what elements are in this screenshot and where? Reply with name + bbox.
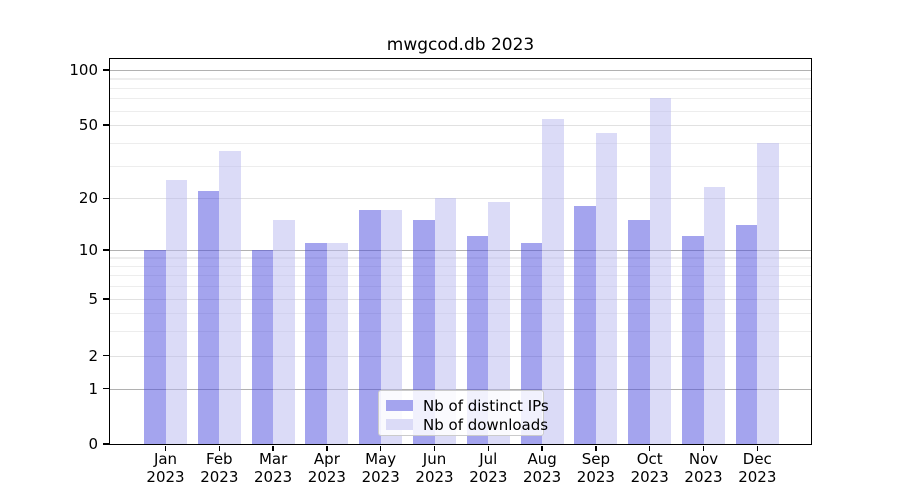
bar-distinct-ips-mar <box>251 250 274 444</box>
legend-entry-downloads: Nb of downloads <box>386 415 548 434</box>
gridline-minor-6 <box>110 286 811 288</box>
x-tick-mark-jan <box>164 446 167 451</box>
y-tick-label-1: 1 <box>88 379 98 398</box>
y-tick-mark-5 <box>103 298 109 300</box>
plot-area <box>110 59 811 444</box>
y-tick-label-5: 5 <box>88 290 98 308</box>
x-tick-mark-feb <box>218 446 220 451</box>
gridline-minor-3 <box>110 330 811 332</box>
legend-swatch-downloads <box>386 419 413 430</box>
x-tick-mark-jun <box>433 446 436 451</box>
legend-label-distinct-ips: Nb of distinct IPs <box>423 396 549 415</box>
y-tick-mark-100 <box>103 69 109 71</box>
y-tick-label-0: 0 <box>88 435 98 453</box>
legend: Nb of distinct IPs Nb of downloads <box>378 390 549 436</box>
x-tick-mark-nov <box>702 446 705 451</box>
gridline-minor-7 <box>110 275 811 277</box>
chart-title: mwgcod.db 2023 <box>386 35 535 55</box>
bar-downloads-oct <box>649 98 672 444</box>
bar-distinct-ips-may <box>359 210 381 444</box>
x-tick-mark-oct <box>649 446 651 451</box>
gridline-minor-80 <box>110 87 811 89</box>
gridline-minor-60 <box>110 110 811 112</box>
gridline-10 <box>110 249 811 252</box>
bar-downloads-jul <box>488 202 510 444</box>
x-tick-label-may: May 2023 <box>361 450 400 486</box>
gridline-1 <box>110 388 811 390</box>
y-tick-mark-10 <box>103 249 109 251</box>
y-tick-mark-2 <box>103 354 109 357</box>
x-tick-label-apr: Apr 2023 <box>307 450 346 486</box>
gridline-100 <box>110 70 811 72</box>
gridline-2 <box>110 355 811 357</box>
bar-downloads-may <box>380 210 403 444</box>
x-tick-label-sep: Sep 2023 <box>576 450 615 486</box>
gridline-20 <box>110 198 811 200</box>
y-tick-mark-1 <box>103 388 109 390</box>
x-tick-label-oct: Oct 2023 <box>630 450 669 486</box>
y-tick-label-10: 10 <box>78 240 98 259</box>
gridline-minor-8 <box>110 265 811 267</box>
y-tick-label-2: 2 <box>88 346 98 365</box>
gridline-50 <box>110 124 811 127</box>
gridline-minor-40 <box>110 142 811 145</box>
bar-downloads-nov <box>703 187 725 444</box>
gridline-minor-4 <box>110 312 811 314</box>
gridline-5 <box>110 299 811 301</box>
x-tick-mark-apr <box>326 446 328 451</box>
bar-downloads-jan <box>165 180 187 444</box>
bar-downloads-sep <box>595 133 618 444</box>
x-tick-mark-may <box>380 446 382 451</box>
bar-distinct-ips-dec <box>735 224 758 444</box>
bar-downloads-aug <box>542 118 564 444</box>
bar-downloads-apr <box>326 242 349 444</box>
gridline-minor-30 <box>110 165 811 168</box>
y-tick-mark-0 <box>103 443 109 445</box>
bar-distinct-ips-nov <box>682 236 704 444</box>
x-tick-label-jun: Jun 2023 <box>415 450 454 486</box>
x-tick-mark-jul <box>487 446 489 451</box>
legend-entry-distinct-ips: Nb of distinct IPs <box>386 396 549 415</box>
y-tick-label-20: 20 <box>78 189 98 208</box>
y-tick-label-100: 100 <box>69 61 98 79</box>
x-tick-mark-aug <box>541 446 543 451</box>
gridline-minor-9 <box>110 257 811 259</box>
gridline-minor-90 <box>110 78 811 80</box>
x-tick-label-nov: Nov 2023 <box>684 450 723 486</box>
bar-downloads-jun <box>434 198 456 444</box>
bar-distinct-ips-apr <box>305 242 327 444</box>
y-tick-label-50: 50 <box>78 115 98 134</box>
bar-downloads-feb <box>219 151 241 444</box>
y-tick-mark-20 <box>103 197 109 199</box>
x-tick-mark-mar <box>272 446 274 451</box>
x-tick-mark-sep <box>595 446 597 451</box>
bar-distinct-ips-jan <box>144 250 166 444</box>
gridline-minor-70 <box>110 98 811 100</box>
bar-downloads-dec <box>757 142 779 444</box>
x-tick-label-aug: Aug 2023 <box>523 450 562 486</box>
x-tick-label-feb: Feb 2023 <box>200 450 239 486</box>
bar-distinct-ips-feb <box>197 190 220 444</box>
legend-label-downloads: Nb of downloads <box>423 415 549 434</box>
x-tick-label-jul: Jul 2023 <box>469 450 508 486</box>
bar-distinct-ips-sep <box>574 206 596 444</box>
x-tick-mark-dec <box>756 446 758 451</box>
bar-downloads-mar <box>273 219 295 444</box>
x-tick-label-mar: Mar 2023 <box>254 450 293 486</box>
legend-swatch-distinct-ips <box>386 400 413 411</box>
bar-distinct-ips-jun <box>413 219 435 444</box>
bar-distinct-ips-oct <box>628 219 650 444</box>
y-tick-mark-50 <box>103 124 109 126</box>
x-tick-label-jan: Jan 2023 <box>146 450 185 486</box>
x-tick-label-dec: Dec 2023 <box>738 450 777 486</box>
